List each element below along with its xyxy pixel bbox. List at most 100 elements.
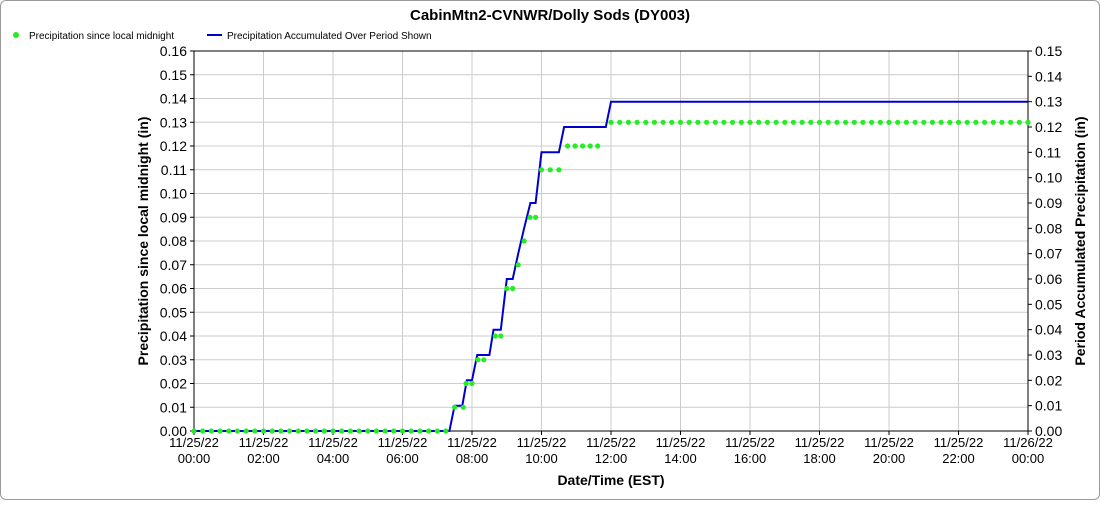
x-tick-time: 10:00 [525,451,558,466]
point-precip-since-midnight [608,119,614,125]
x-tick-time: 16:00 [734,451,767,466]
y-tick-label: 0.03 [160,352,187,368]
point-precip-since-midnight [200,428,206,434]
x-tick-date: 11/25/22 [586,435,636,450]
point-precip-since-midnight [1016,119,1022,125]
point-precip-since-midnight [625,119,632,125]
y2-axis-label: Period Accumulated Precipitation (in) [1072,116,1088,365]
point-precip-since-midnight [617,119,623,125]
point-precip-since-midnight [330,428,336,434]
y-tick-label: 0.16 [160,43,187,59]
point-precip-since-midnight [521,238,527,244]
y2-tick-label: 0.01 [1035,398,1062,414]
point-precip-since-midnight [226,428,232,434]
point-precip-since-midnight [527,214,533,220]
y2-tick-label: 0.02 [1035,372,1062,388]
x-tick-date: 11/25/22 [864,435,914,450]
x-axis-ticks: 11/25/2200:0011/25/2202:0011/25/2204:001… [169,431,1053,466]
point-precip-since-midnight [860,119,866,125]
x-tick-time: 00:00 [178,451,211,466]
point-precip-since-midnight [287,428,293,434]
y2-tick-label: 0.13 [1035,94,1062,110]
point-precip-since-midnight [587,143,593,149]
x-tick-time: 12:00 [595,451,628,466]
y-tick-label: 0.00 [160,423,187,439]
x-tick-date: 11/25/22 [656,435,706,450]
x-axis-label: Date/Time (EST) [557,472,664,488]
x-tick-time: 18:00 [803,451,836,466]
y2-tick-label: 0.10 [1035,170,1062,186]
point-precip-since-midnight [595,143,601,149]
point-precip-since-midnight [764,119,771,125]
point-precip-since-midnight [347,428,353,434]
x-tick-date: 11/25/22 [795,435,845,450]
y2-tick-label: 0.09 [1035,195,1062,211]
point-precip-since-midnight [973,119,979,125]
point-precip-since-midnight [417,428,423,434]
y-axis-label: Precipitation since local midnight (in) [135,117,151,366]
legend-label-precip-since-midnight: Precipitation since local midnight [29,31,174,42]
point-precip-since-midnight [947,119,953,125]
point-precip-since-midnight [999,119,1005,125]
y-tick-label: 0.01 [160,399,187,415]
point-precip-since-midnight [208,428,214,434]
point-precip-since-midnight [712,119,718,125]
point-precip-since-midnight [313,428,319,434]
point-precip-since-midnight [730,119,736,125]
point-precip-since-midnight [278,428,284,434]
point-precip-since-midnight [704,119,710,125]
point-precip-since-midnight [547,167,553,173]
point-precip-since-midnight [869,119,875,125]
point-precip-since-midnight [782,119,788,125]
point-precip-since-midnight [426,428,432,434]
point-precip-since-midnight [756,119,762,125]
point-precip-since-midnight [452,404,458,410]
point-precip-since-midnight [492,333,498,339]
point-precip-since-midnight [399,428,406,434]
point-precip-since-midnight [773,119,779,125]
point-precip-since-midnight [538,167,545,173]
line-period-accumulated [194,100,1028,432]
y-tick-label: 0.13 [160,114,187,130]
x-tick-date: 11/25/22 [447,435,497,450]
x-tick-time: 08:00 [456,451,489,466]
point-precip-since-midnight [677,119,684,125]
x-tick-time: 02:00 [247,451,280,466]
point-precip-since-midnight [825,119,831,125]
y2-tick-label: 0.11 [1035,144,1061,160]
point-precip-since-midnight [339,428,345,434]
point-precip-since-midnight [851,119,857,125]
point-precip-since-midnight [651,119,658,125]
point-precip-since-midnight [408,428,414,434]
point-precip-since-midnight [391,428,397,434]
point-precip-since-midnight [304,428,310,434]
point-precip-since-midnight [572,143,578,149]
point-precip-since-midnight [252,428,258,434]
left-axis-ticks: 0.00 0.01 0.02 0.03 0.04 0.05 0.06 0.07 0.08 0.09… [160,43,194,439]
point-precip-since-midnight [895,119,901,125]
point-precip-since-midnight [269,428,275,434]
point-precip-since-midnight [295,428,301,434]
point-precip-since-midnight [669,119,675,125]
point-precip-since-midnight [634,119,640,125]
point-precip-since-midnight [504,285,510,292]
point-precip-since-midnight [843,119,849,125]
grid-lines [193,50,1029,432]
point-precip-since-midnight [964,119,970,125]
point-precip-since-midnight [217,428,223,434]
x-tick-time: 22:00 [942,451,975,466]
x-tick-time: 14:00 [664,451,697,466]
y-tick-label: 0.02 [160,376,187,392]
x-tick-time: 20:00 [873,451,906,466]
y2-tick-label: 0.06 [1035,271,1062,287]
point-precip-since-midnight [643,119,649,125]
point-precip-since-midnight [434,428,440,434]
point-precip-since-midnight [365,428,371,434]
y2-tick-label: 0.15 [1035,43,1062,59]
point-precip-since-midnight [886,119,892,125]
point-precip-since-midnight [556,167,562,173]
y-tick-label: 0.04 [160,328,187,344]
point-precip-since-midnight [686,119,692,125]
x-tick-date: 11/25/22 [378,435,428,450]
